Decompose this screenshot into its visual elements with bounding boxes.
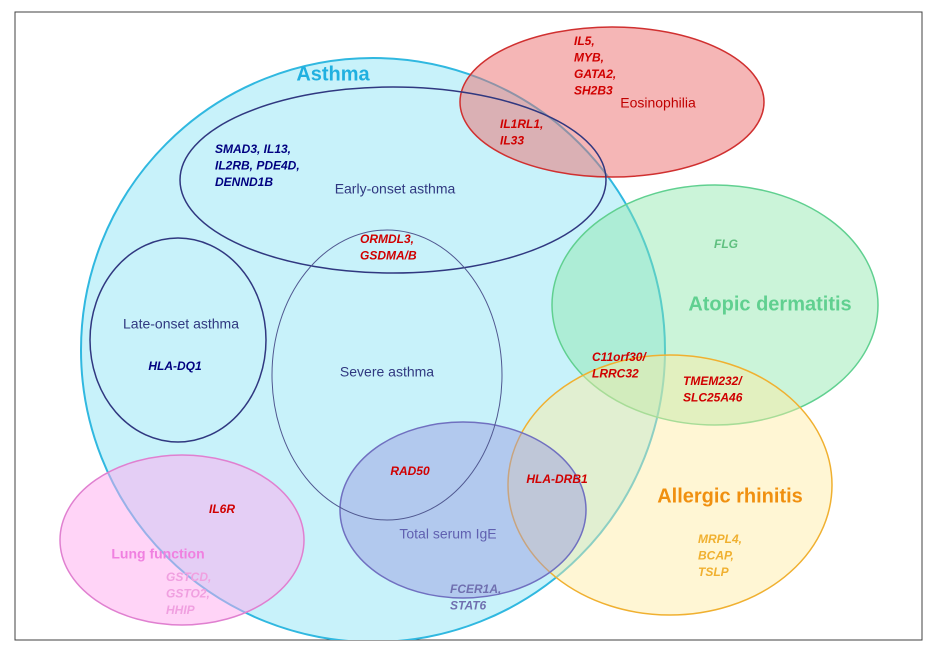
gene-label: FCER1A,: [450, 582, 501, 596]
set-label: Eosinophilia: [620, 95, 696, 111]
gene-label: C11orf30/: [592, 350, 647, 364]
gene-label: SMAD3, IL13,: [215, 142, 291, 156]
gene-label: IL1RL1,: [500, 117, 543, 131]
eosinophilia-ellipse: [459, 26, 765, 178]
allergic-rhinitis-ellipse: [507, 354, 833, 616]
gene-label: LRRC32: [592, 367, 639, 381]
gene-label: SLC25A46: [683, 391, 743, 405]
gene-label: ORMDL3,: [360, 232, 414, 246]
lung-function-ellipse: [59, 454, 305, 626]
early-onset-ellipse: [179, 86, 607, 274]
gene-label: HLA-DRB1: [526, 472, 588, 486]
set-label: Asthma: [296, 63, 370, 85]
set-label: Severe asthma: [340, 364, 434, 380]
total-ige-ellipse: [339, 421, 587, 599]
gene-label: MYB,: [574, 51, 604, 65]
gene-label: SH2B3: [574, 84, 613, 98]
atopic-dermatitis-ellipse: [551, 184, 879, 426]
gene-label: TMEM232/: [683, 374, 743, 388]
gene-label: TSLP: [698, 565, 730, 579]
gene-label: GATA2,: [574, 67, 616, 81]
gene-label: GSTCD,: [166, 570, 211, 584]
gene-label: GSDMA/B: [360, 249, 417, 263]
gene-label: FLG: [714, 237, 738, 251]
gene-label: IL6R: [209, 502, 235, 516]
gene-label: MRPL4,: [698, 532, 742, 546]
gene-label: RAD50: [390, 464, 430, 478]
gene-label: IL33: [500, 134, 524, 148]
gene-label: HLA-DQ1: [148, 359, 202, 373]
gene-label: STAT6: [450, 599, 487, 613]
severe-ellipse: [271, 229, 503, 521]
set-label: Allergic rhinitis: [657, 485, 803, 507]
gene-labels: IL5, MYB, GATA2, SH2B3 IL1RL1, IL33 SMAD3, IL1…: [148, 34, 743, 617]
gene-label: IL2RB, PDE4D,: [215, 159, 300, 173]
gene-label: IL5,: [574, 34, 595, 48]
late-onset-ellipse: [89, 237, 267, 443]
set-label: Total serum IgE: [399, 526, 496, 542]
gene-label: DENND1B: [215, 175, 273, 189]
gene-label: GSTO2,: [166, 587, 210, 601]
set-label: Atopic dermatitis: [688, 293, 851, 315]
ellipses: [59, 26, 879, 640]
set-label: Lung function: [111, 546, 204, 562]
gene-label: BCAP,: [698, 549, 734, 563]
set-label: Early-onset asthma: [335, 181, 456, 197]
set-label: Late-onset asthma: [123, 316, 239, 332]
gene-label: HHIP: [166, 603, 196, 617]
